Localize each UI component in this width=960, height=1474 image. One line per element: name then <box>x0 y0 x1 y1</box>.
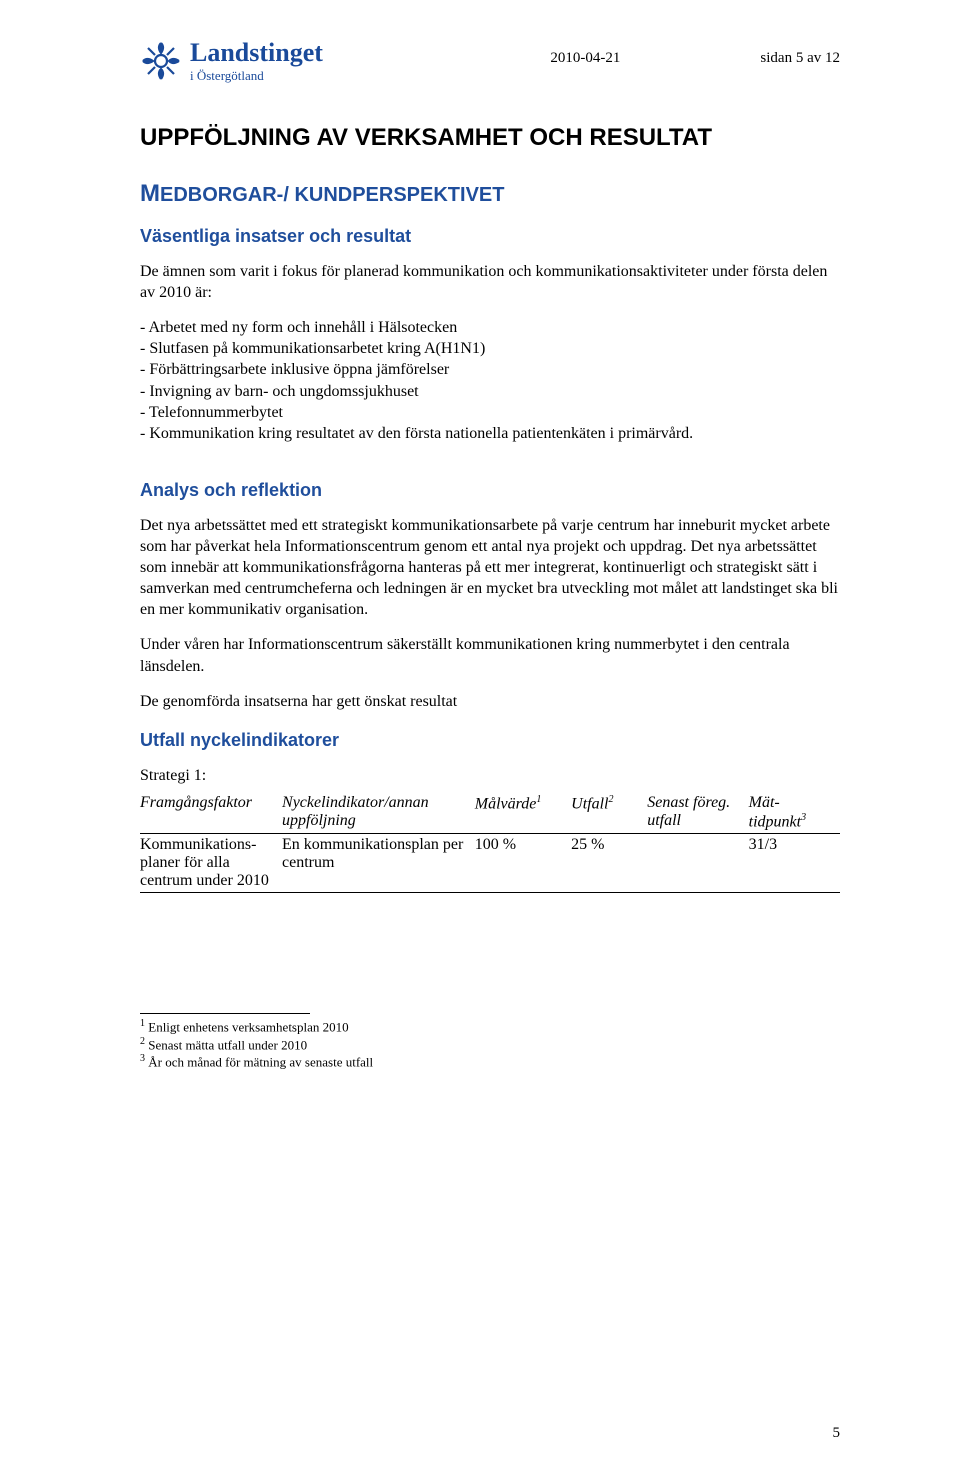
cell: 25 % <box>571 834 647 893</box>
page-number: 5 <box>833 1425 841 1442</box>
intro-paragraph: De ämnen som varit i fokus för planerad … <box>140 261 840 303</box>
indicator-table: Framgångsfaktor Nyckelindikator/annan up… <box>140 792 840 893</box>
col-header: Målvärde1 <box>475 792 571 834</box>
subheading-analys: Analys och reflektion <box>140 480 840 501</box>
footnote-3: 3 År och månad för mätning av senaste ut… <box>140 1053 840 1071</box>
header-date: 2010-04-21 <box>550 50 620 67</box>
analysis-p3: De genomförda insatserna har gett önskat… <box>140 691 840 712</box>
logo-subtitle: i Östergötland <box>190 68 323 84</box>
subheading-insatser: Väsentliga insatser och resultat <box>140 226 840 247</box>
col-header: Mät-tidpunkt3 <box>749 792 840 834</box>
logo-icon <box>140 40 182 82</box>
page-header: Landstinget i Östergötland 2010-04-21 si… <box>140 40 840 84</box>
page-title: UPPFÖLJNING AV VERKSAMHET OCH RESULTAT <box>140 124 840 152</box>
cell: En kommunikationsplan per centrum <box>282 834 475 893</box>
table-row: Kommunikations-planer för alla centrum u… <box>140 834 840 893</box>
logo: Landstinget i Östergötland <box>140 40 323 84</box>
footnote-1: 1 Enligt enhetens verksamhetsplan 2010 <box>140 1018 840 1036</box>
list-item: - Slutfasen på kommunikationsarbetet kri… <box>140 338 840 359</box>
col-header: Utfall2 <box>571 792 647 834</box>
strategy-label: Strategi 1: <box>140 765 840 786</box>
list-item: - Kommunikation kring resultatet av den … <box>140 423 840 444</box>
analysis-p1: Det nya arbetssättet med ett strategiskt… <box>140 515 840 621</box>
header-page-info: sidan 5 av 12 <box>760 50 840 67</box>
list-item: - Invigning av barn- och ungdomssjukhuse… <box>140 381 840 402</box>
col-header: Framgångsfaktor <box>140 792 282 834</box>
col-header: Nyckelindikator/annan uppföljning <box>282 792 475 834</box>
analysis-p2: Under våren har Informationscentrum säke… <box>140 634 840 676</box>
cell: 100 % <box>475 834 571 893</box>
logo-title: Landstinget <box>190 40 323 66</box>
table-header-row: Framgångsfaktor Nyckelindikator/annan up… <box>140 792 840 834</box>
cell: 31/3 <box>749 834 840 893</box>
footnote-separator <box>140 1013 310 1014</box>
list-item: - Förbättringsarbete inklusive öppna jäm… <box>140 359 840 380</box>
cell <box>647 834 748 893</box>
footnote-2: 2 Senast mätta utfall under 2010 <box>140 1036 840 1054</box>
indicator-table-wrap: Framgångsfaktor Nyckelindikator/annan up… <box>140 792 840 893</box>
col-header: Senast föreg. utfall <box>647 792 748 834</box>
list-item: - Arbetet med ny form och innehåll i Häl… <box>140 317 840 338</box>
spacer <box>140 444 840 462</box>
list-item: - Telefonnummerbytet <box>140 402 840 423</box>
document-page: Landstinget i Östergötland 2010-04-21 si… <box>0 0 960 1111</box>
bullet-list: - Arbetet med ny form och innehåll i Häl… <box>140 317 840 444</box>
cell: Kommunikations-planer för alla centrum u… <box>140 834 282 893</box>
section-heading-perspective: MEDBORGAR-/ KUNDPERSPEKTIVET <box>140 180 840 208</box>
subheading-utfall: Utfall nyckelindikatorer <box>140 730 840 751</box>
header-meta: 2010-04-21 sidan 5 av 12 <box>550 50 840 67</box>
logo-text: Landstinget i Östergötland <box>190 40 323 84</box>
